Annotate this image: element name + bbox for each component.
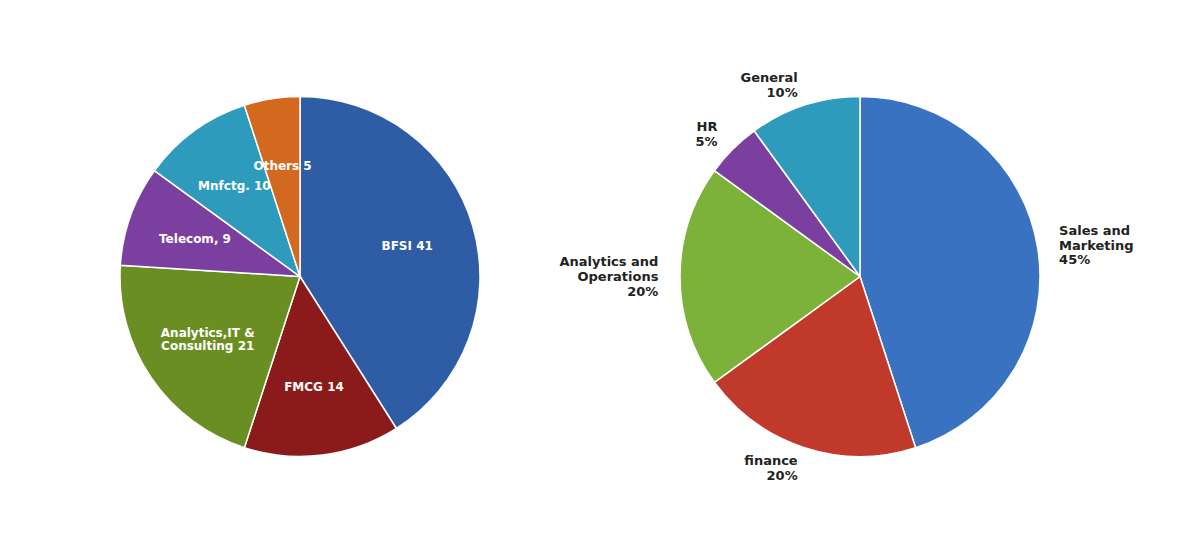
slice-label-line: Operations (577, 269, 658, 284)
pie-chart: Sales andMarketing45%finance20%Analytics… (559, 70, 1133, 483)
pie-chart: BFSI 41 FMCG 14 Analytics,IT &Consulting 2… (120, 97, 480, 457)
slice-labels: Sales andMarketing45%finance20%Analytics… (559, 70, 1133, 483)
slice-label-line: Sales and (1059, 223, 1130, 238)
slice-label-line: finance (744, 453, 798, 468)
slice-label: BFSI 41 (382, 239, 433, 253)
slice-labels: BFSI 41 FMCG 14 Analytics,IT &Consulting 2… (159, 159, 433, 394)
slice-label-line: 20% (627, 284, 658, 299)
slice-label: FMCG 14 (284, 380, 344, 394)
slice-label-line: 10% (767, 85, 798, 100)
slices (120, 97, 480, 457)
pie-slice (120, 265, 300, 447)
slice-label: Others 5 (253, 159, 311, 173)
slice-label: finance20% (744, 453, 798, 483)
slice-label: HR5% (695, 119, 717, 149)
slice-label-line: General (740, 70, 797, 85)
slice-label-line: Analytics and (559, 254, 658, 269)
slice-label-line: BFSI 41 (382, 239, 433, 253)
slice-label-line: Marketing (1059, 238, 1133, 253)
slice-label-line: 5% (695, 134, 717, 149)
slice-label: Analytics andOperations20% (559, 254, 658, 299)
slice-label-line: Others 5 (253, 159, 311, 173)
slice-label: Analytics,IT &Consulting 21 (161, 326, 255, 354)
slice-label-line: Consulting 21 (161, 339, 254, 353)
slice-label-line: Mnfctg. 10 (198, 179, 271, 193)
slice-label-line: 45% (1059, 252, 1090, 267)
pie-slice (754, 97, 860, 277)
slice-label: General10% (740, 70, 797, 100)
slice-label: Mnfctg. 10 (198, 179, 271, 193)
slice-label-line: FMCG 14 (284, 380, 344, 394)
slice-label-line: HR (697, 119, 718, 134)
slice-label-line: 20% (767, 468, 798, 483)
chart-canvas: BFSI 41 FMCG 14 Analytics,IT &Consulting 2… (0, 0, 1200, 553)
slices (680, 97, 1040, 457)
slice-label-line: Analytics,IT & (161, 326, 255, 340)
slice-label: Telecom, 9 (159, 232, 231, 246)
slice-label-line: Telecom, 9 (159, 232, 231, 246)
slice-label: Sales andMarketing45% (1059, 223, 1133, 268)
